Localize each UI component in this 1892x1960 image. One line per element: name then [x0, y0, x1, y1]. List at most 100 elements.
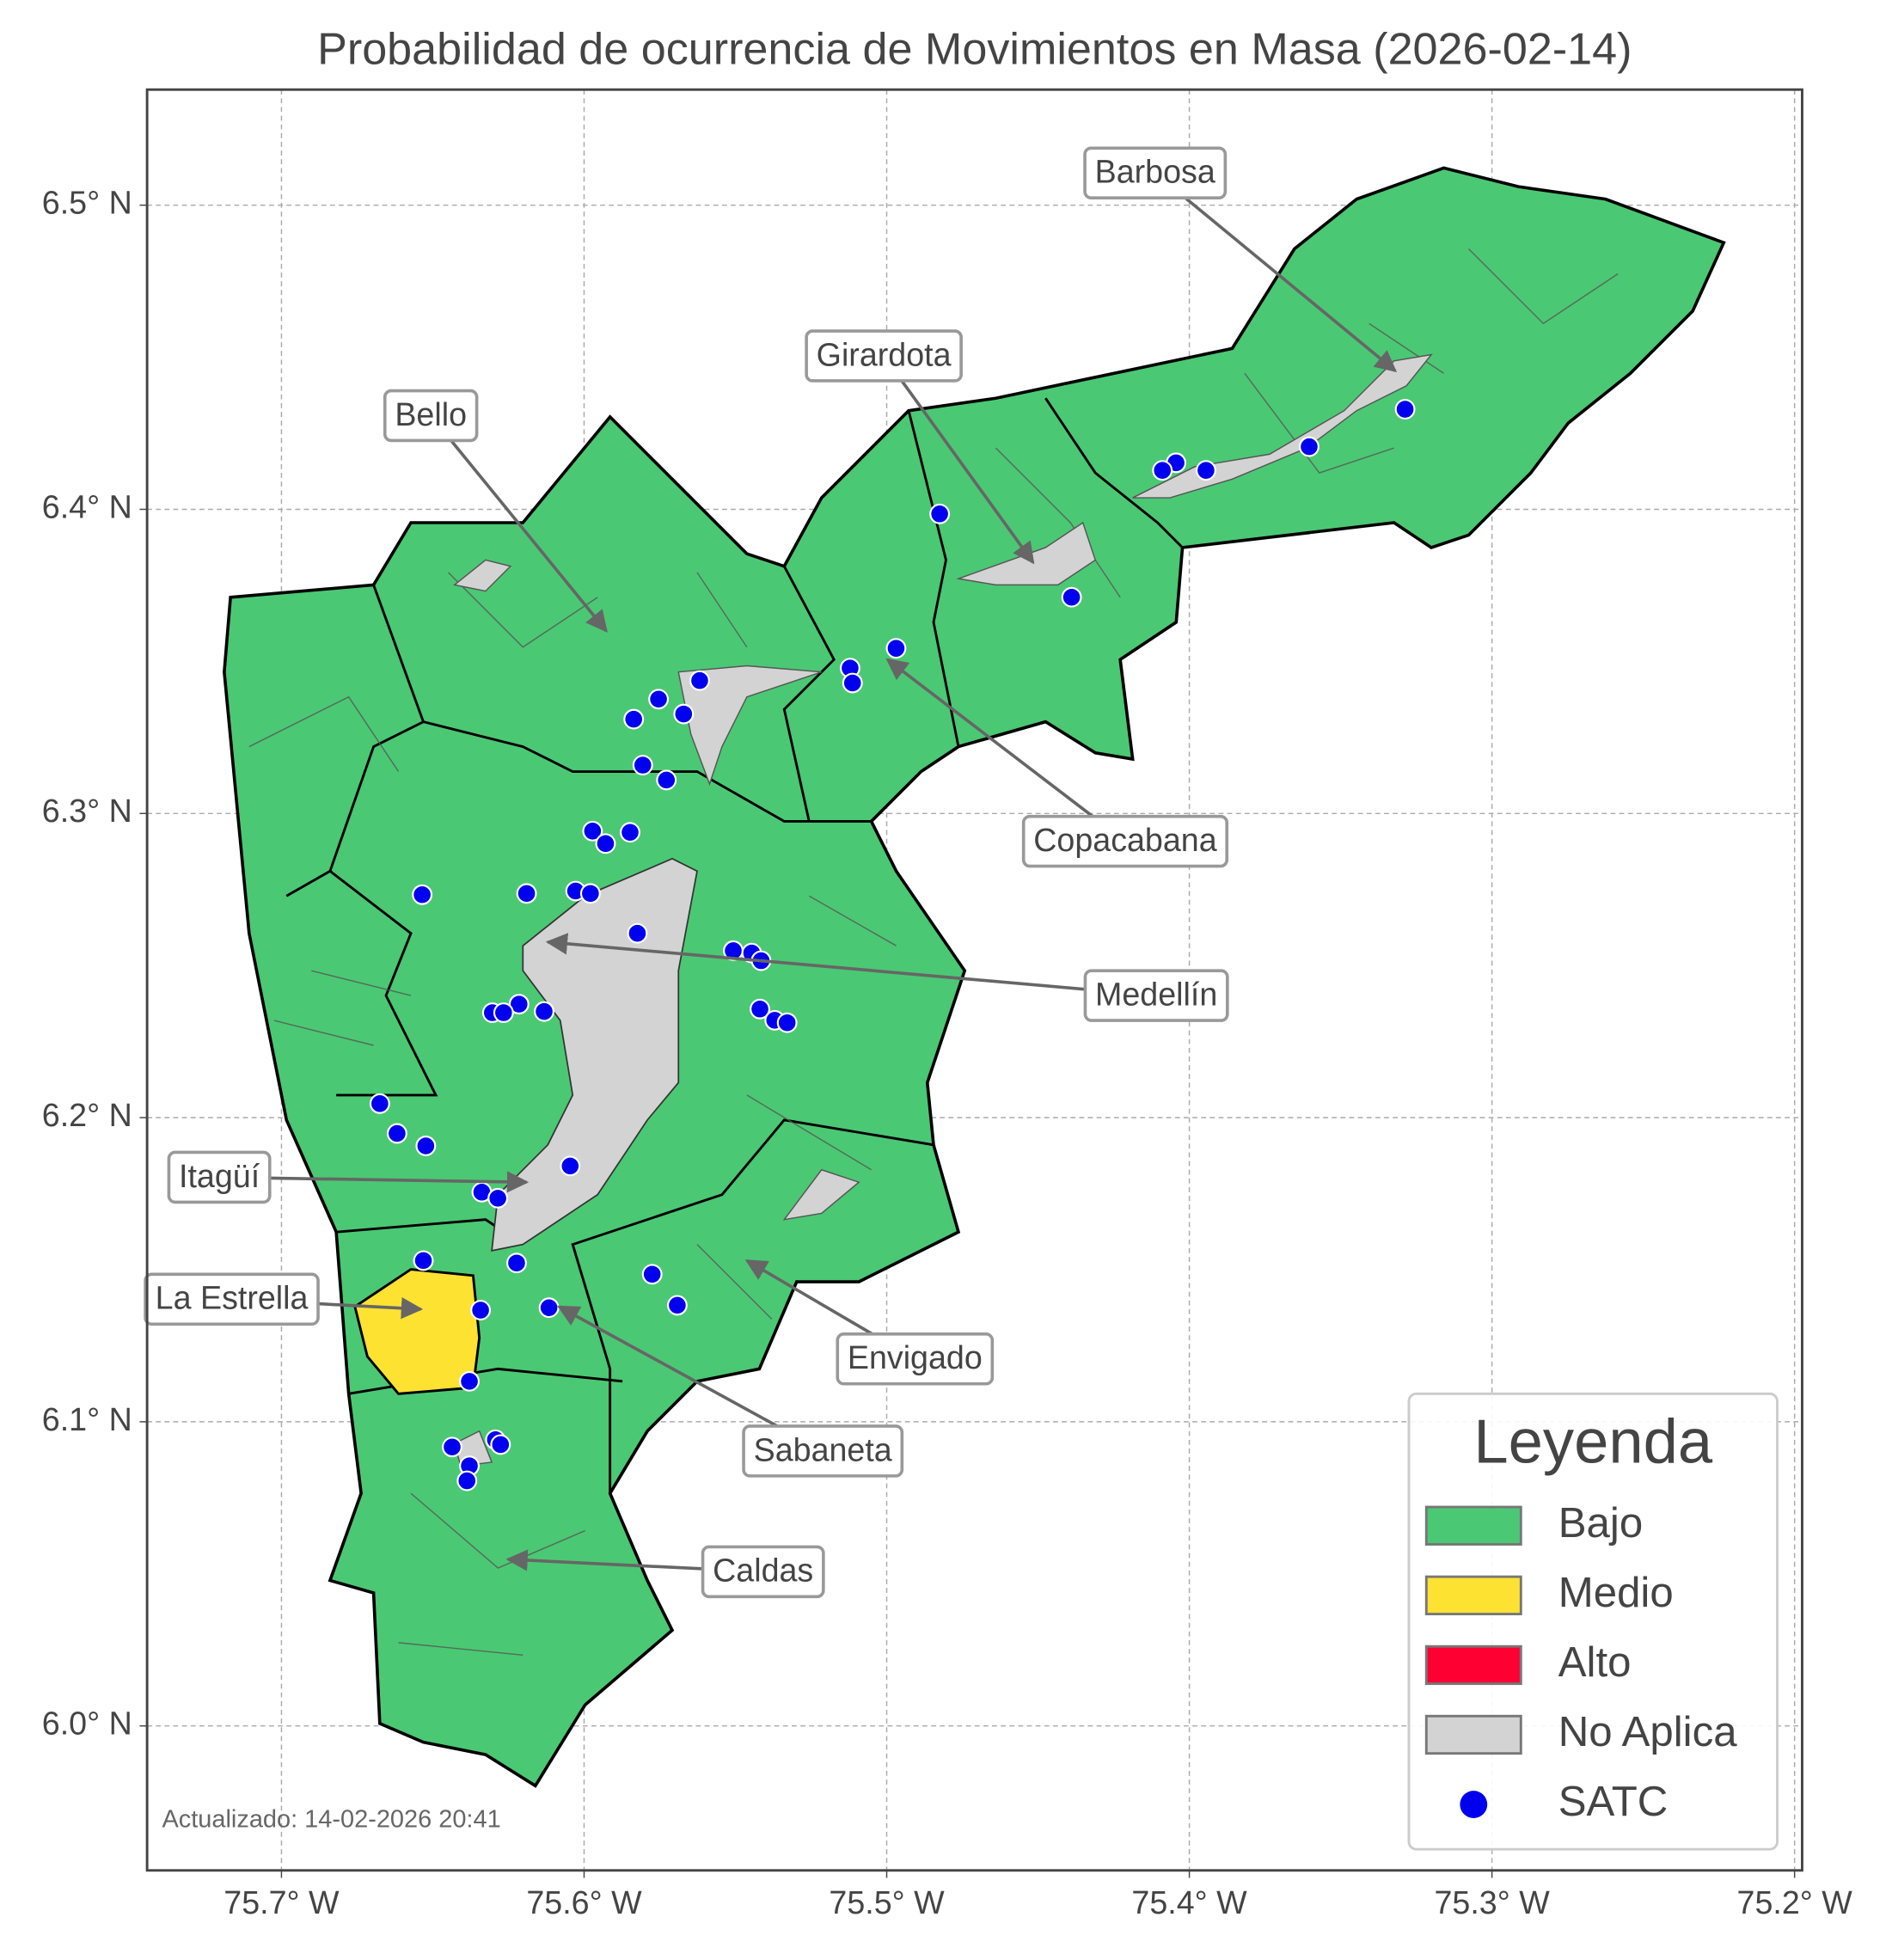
satc-point: [656, 769, 677, 791]
annotation-box: [167, 1150, 272, 1204]
satc-point: [490, 1434, 511, 1455]
vereda-borders: [248, 248, 1619, 1657]
x-tick-label: 75.4° W: [1131, 1884, 1247, 1920]
annotation-label: Caldas: [713, 1553, 813, 1589]
satc-point: [386, 1123, 407, 1144]
y-tick-label: 6.4° N: [42, 488, 132, 524]
satc-point: [673, 703, 695, 725]
satc-point: [506, 1253, 527, 1274]
annotation-label: Bello: [395, 396, 467, 432]
annotation: Girardota: [805, 329, 963, 383]
annotation-label: La Estrella: [156, 1280, 309, 1316]
legend-marker: [1460, 1791, 1488, 1818]
region-no-aplica: [956, 521, 1097, 586]
satc-point: [369, 1093, 390, 1114]
region-layer: [223, 166, 1726, 1788]
satc-point: [412, 884, 433, 905]
satc-point: [750, 998, 770, 1020]
region-no-aplica: [453, 559, 512, 592]
annotation-arrow: [882, 354, 1035, 565]
annotation: Bello: [383, 389, 479, 443]
satc-point: [579, 883, 601, 904]
legend-swatch: [1424, 1505, 1522, 1546]
annotation: Barbosa: [1083, 146, 1228, 199]
annotation-arrow: [545, 933, 1157, 997]
footnote: Actualizado: 14-02-2026 20:41: [162, 1806, 501, 1834]
satc-point: [595, 833, 616, 854]
satc-point: [413, 1250, 434, 1271]
y-tick-label: 6.1° N: [42, 1401, 132, 1437]
satc-point: [508, 994, 530, 1015]
annotation: Caldas: [701, 1545, 825, 1599]
region-no-aplica: [677, 665, 822, 787]
annotation-box: [701, 1545, 825, 1599]
x-tick-label: 75.6° W: [526, 1884, 642, 1920]
satc-point: [641, 1264, 663, 1285]
satc-point: [1299, 436, 1320, 457]
satc-point: [538, 1297, 560, 1319]
satc-point: [689, 670, 710, 691]
annotation-box: [383, 389, 479, 443]
legend-label: SATC: [1558, 1778, 1669, 1825]
legend-label: Bajo: [1558, 1499, 1643, 1547]
legend-swatch: [1424, 1575, 1522, 1616]
satc-point: [415, 1136, 437, 1156]
satc-point: [885, 638, 907, 659]
region-no-aplica: [491, 857, 698, 1252]
annotation-label: Medellín: [1095, 976, 1217, 1012]
annotation-arrow: [885, 658, 1127, 843]
annotation-label: Girardota: [817, 336, 952, 372]
satc-point: [627, 922, 648, 944]
satc-point: [620, 822, 640, 843]
x-tick-label: 75.3° W: [1434, 1884, 1550, 1920]
legend-title: Leyenda: [1473, 1406, 1712, 1476]
region-no-aplica: [1132, 353, 1433, 499]
y-tick-label: 6.2° N: [42, 1097, 132, 1133]
annotation-box: [144, 1272, 320, 1326]
satc-point: [470, 1300, 492, 1321]
satc-point: [648, 689, 670, 710]
y-tick-label: 6.3° N: [42, 793, 132, 829]
x-tick-label: 75.2° W: [1737, 1884, 1853, 1920]
region-bajo: [223, 166, 1726, 1788]
annotation-arrow: [429, 414, 608, 633]
axes-frame: [145, 88, 1803, 1872]
annotation: Sabaneta: [742, 1424, 904, 1478]
satc-point: [929, 503, 951, 524]
region-no-aplica: [453, 1430, 493, 1467]
satc-point: [1195, 460, 1216, 481]
satc-point: [842, 672, 863, 694]
satc-point: [776, 1012, 798, 1033]
satc-point: [1394, 399, 1416, 420]
y-tick-label: 6.5° N: [42, 185, 132, 221]
satc-point: [582, 820, 603, 842]
annotation-box: [1021, 814, 1229, 868]
annotation: Medellín: [1083, 969, 1229, 1022]
satc-point: [1152, 460, 1173, 481]
annotation-label: Itagüí: [179, 1158, 260, 1194]
annotation-box: [742, 1424, 904, 1478]
annotation-box: [1083, 969, 1229, 1022]
x-tick-label: 75.7° W: [223, 1884, 340, 1920]
satc-point: [493, 1002, 514, 1023]
annotation-label: Barbosa: [1095, 154, 1215, 190]
annotation-label: Copacabana: [1033, 822, 1216, 858]
map-title: Probabilidad de ocurrencia de Movimiento…: [317, 25, 1632, 75]
satc-point: [487, 1187, 509, 1209]
satc-point: [459, 1370, 480, 1392]
annotation-label: Envigado: [848, 1339, 983, 1375]
satc-point: [560, 1155, 581, 1177]
satc-point: [1061, 586, 1082, 608]
satc-point: [534, 1001, 554, 1022]
annotation: Itagüí: [167, 1150, 272, 1204]
satc-point: [666, 1295, 688, 1316]
region-no-aplica: [782, 1168, 860, 1221]
legend-label: No Aplica: [1558, 1708, 1737, 1755]
satc-point: [623, 708, 645, 730]
annotation-box: [836, 1332, 995, 1386]
y-tick-label: 6.0° N: [42, 1706, 132, 1742]
legend-label: Medio: [1558, 1569, 1674, 1616]
annotation: La Estrella: [144, 1272, 320, 1326]
satc-point: [456, 1470, 478, 1491]
